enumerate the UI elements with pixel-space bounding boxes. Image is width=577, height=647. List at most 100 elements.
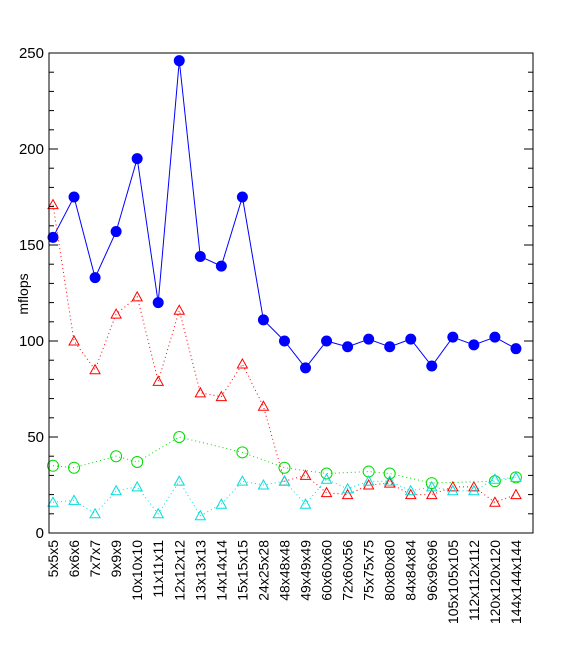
- data-point: [215, 498, 228, 509]
- data-point: [384, 341, 396, 353]
- x-tick-label: 72x60x56: [340, 540, 356, 601]
- data-point: [383, 475, 396, 486]
- data-point: [89, 507, 101, 519]
- data-point: [131, 290, 144, 302]
- data-point: [257, 478, 270, 490]
- data-point: [131, 480, 144, 492]
- data-point: [489, 473, 501, 484]
- series-layer: [47, 55, 522, 521]
- y-axis-label: mflops: [15, 273, 31, 314]
- series-line: [52, 204, 517, 503]
- data-point: [510, 343, 522, 355]
- data-point: [194, 386, 207, 398]
- data-point: [110, 484, 122, 496]
- data-point: [468, 484, 480, 496]
- data-point: [110, 450, 123, 463]
- data-point: [488, 475, 501, 488]
- y-tick-label: 150: [19, 237, 44, 254]
- y-tick-label: 0: [36, 525, 44, 542]
- x-tick-label: 96x96x96: [424, 540, 440, 601]
- data-point: [426, 360, 438, 372]
- data-point: [68, 494, 80, 505]
- data-point: [194, 509, 207, 521]
- data-point: [383, 467, 396, 480]
- x-tick-label: 14x14x14: [213, 540, 229, 601]
- data-point: [236, 475, 249, 486]
- x-tick-label: 105x105x105: [445, 540, 461, 624]
- y-tick-label: 200: [19, 141, 44, 158]
- x-tick-label: 10x10x10: [129, 540, 145, 601]
- data-point: [404, 484, 417, 496]
- x-tick-label: 48x48x48: [276, 540, 292, 601]
- data-point: [489, 331, 501, 343]
- data-point: [468, 339, 480, 351]
- data-point: [320, 486, 333, 498]
- data-point: [89, 272, 101, 284]
- y-tick-label: 250: [19, 45, 44, 62]
- data-point: [47, 459, 59, 472]
- data-point: [110, 308, 122, 319]
- series-line: [52, 476, 517, 517]
- data-point: [173, 475, 186, 486]
- x-tick-label: 7x7x7: [87, 540, 103, 578]
- data-point: [299, 469, 312, 480]
- data-point: [278, 475, 291, 486]
- axes-layer: 0 50 100 150 200 250 5x5x5 6x6x6 7x7x7 9x9x9 10x10…: [19, 45, 534, 624]
- x-tick-label: 11x11x11: [150, 540, 166, 598]
- data-point: [425, 477, 438, 490]
- data-point: [47, 231, 59, 243]
- data-point: [194, 251, 206, 263]
- data-point: [278, 461, 291, 474]
- data-point: [68, 334, 80, 346]
- data-point: [425, 488, 438, 500]
- data-point: [215, 390, 228, 402]
- x-tick-label: 120x120x120: [487, 540, 503, 624]
- data-point: [321, 335, 333, 347]
- data-point: [278, 475, 291, 486]
- data-point: [173, 304, 186, 315]
- series: [47, 55, 522, 374]
- x-tick-label: 112x112x112: [466, 540, 482, 621]
- x-tick-label: 15x15x15: [234, 540, 250, 601]
- x-tick-label: 49x49x49: [298, 540, 314, 601]
- data-point: [47, 198, 59, 210]
- data-point: [257, 314, 269, 326]
- data-point: [173, 55, 185, 67]
- data-point: [405, 333, 417, 345]
- data-point: [342, 341, 354, 353]
- data-point: [489, 496, 501, 507]
- data-point: [299, 498, 312, 509]
- data-point: [468, 480, 480, 492]
- data-point: [215, 260, 227, 272]
- plot-frame: [48, 52, 534, 534]
- data-point: [300, 362, 312, 374]
- data-point: [236, 446, 249, 459]
- data-point: [110, 226, 122, 238]
- data-point: [362, 475, 375, 486]
- x-tick-label: 144x144x144: [508, 540, 524, 624]
- series: [47, 431, 522, 490]
- data-point: [152, 375, 165, 386]
- x-tick-label: 60x60x60: [319, 540, 335, 601]
- x-tick-label: 80x80x80: [382, 540, 398, 601]
- x-tick-label: 5x5x5: [45, 540, 61, 578]
- data-point: [510, 471, 522, 482]
- y-tick-label: 100: [19, 333, 44, 350]
- data-point: [363, 333, 375, 345]
- data-point: [68, 191, 80, 203]
- data-point: [341, 488, 354, 500]
- data-point: [89, 363, 101, 375]
- data-point: [362, 478, 375, 490]
- data-point: [383, 477, 396, 488]
- x-tick-label: 75x75x75: [361, 540, 377, 601]
- data-point: [404, 488, 417, 500]
- series: [47, 471, 522, 521]
- data-point: [510, 488, 522, 500]
- data-point: [447, 331, 459, 343]
- data-point: [68, 461, 81, 474]
- data-point: [320, 473, 333, 484]
- data-point: [341, 482, 354, 494]
- y-tick-label: 50: [27, 429, 44, 446]
- data-point: [278, 335, 290, 347]
